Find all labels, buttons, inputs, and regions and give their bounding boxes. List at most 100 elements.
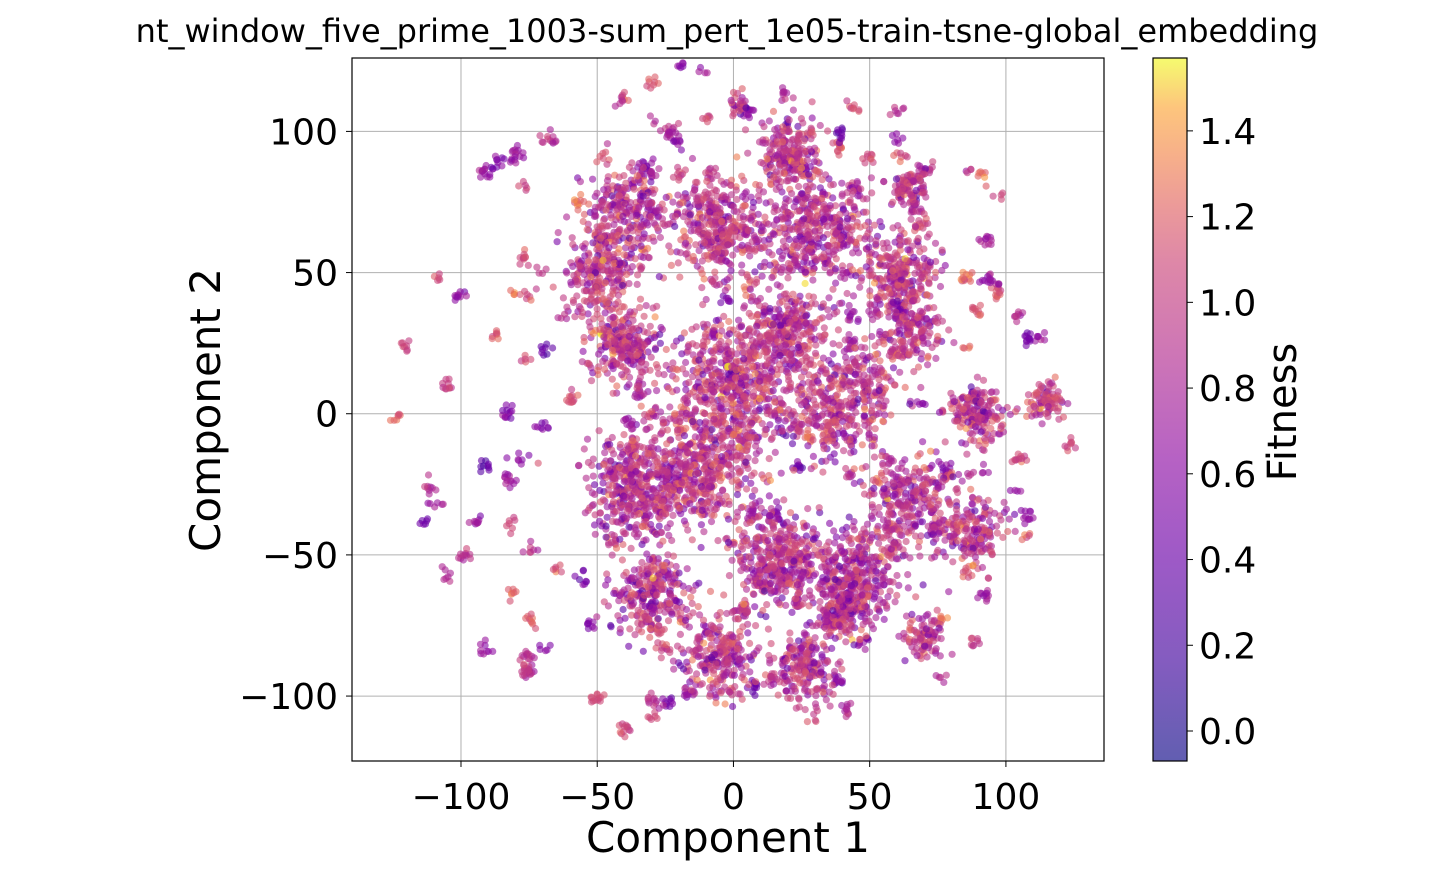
- scatter-point: [435, 274, 443, 282]
- scatter-point: [655, 273, 663, 281]
- scatter-point: [969, 468, 978, 476]
- scatter-point: [843, 97, 851, 105]
- scatter-point: [764, 395, 773, 403]
- scatter-point: [610, 450, 618, 458]
- scatter-point: [597, 315, 605, 323]
- scatter-point: [579, 566, 588, 574]
- scatter-point: [590, 624, 598, 632]
- scatter-point: [456, 288, 464, 296]
- scatter-point: [843, 289, 851, 298]
- scatter-point: [618, 450, 627, 458]
- scatter-point: [813, 256, 821, 264]
- scatter-point: [593, 158, 601, 166]
- scatter-point: [761, 213, 769, 221]
- scatter-point: [648, 408, 656, 416]
- scatter-point: [676, 249, 685, 257]
- scatter-point: [703, 118, 712, 126]
- scatter-point: [647, 178, 655, 186]
- scatter-point: [679, 193, 687, 201]
- scatter-point: [910, 253, 918, 261]
- scatter-point: [778, 399, 786, 407]
- scatter-point: [753, 437, 761, 445]
- scatter-point: [589, 501, 598, 509]
- scatter-point: [722, 193, 730, 201]
- scatter-point: [718, 217, 726, 225]
- scatter-point: [779, 89, 787, 97]
- scatter-point: [967, 383, 975, 391]
- scatter-point: [771, 126, 779, 134]
- scatter-point: [679, 199, 687, 207]
- scatter-point: [677, 146, 686, 154]
- scatter-point: [465, 518, 473, 527]
- scatter-point: [674, 259, 682, 267]
- scatter-point: [722, 257, 730, 265]
- scatter-point: [960, 344, 968, 352]
- scatter-point: [701, 394, 709, 402]
- scatter-point: [554, 314, 562, 322]
- scatter-point: [554, 229, 562, 237]
- scatter-point: [611, 237, 619, 245]
- scatter-point: [849, 105, 857, 113]
- scatter-point: [932, 268, 940, 276]
- scatter-point: [883, 239, 891, 247]
- scatter-point: [525, 451, 533, 459]
- scatter-point: [580, 445, 588, 453]
- scatter-point: [667, 261, 676, 269]
- scatter-point: [727, 176, 736, 184]
- scatter-point: [829, 248, 837, 256]
- scatter-point: [687, 227, 695, 235]
- scatter-point: [770, 173, 778, 181]
- scatter-point: [643, 329, 652, 337]
- scatter-point: [803, 718, 812, 726]
- scatter-point: [698, 284, 706, 292]
- scatter-point: [982, 182, 990, 190]
- scatter-point: [1061, 442, 1069, 450]
- scatter-point: [647, 353, 655, 361]
- scatter-point: [515, 182, 523, 190]
- scatter-point: [657, 408, 665, 416]
- scatter-point: [559, 294, 568, 302]
- scatter-point: [711, 365, 719, 373]
- scatter-point: [708, 189, 716, 197]
- scatter-point: [621, 199, 630, 208]
- scatter-point: [463, 545, 471, 553]
- scatter-point: [776, 169, 784, 177]
- scatter-point: [895, 326, 904, 334]
- scatter-point: [945, 326, 953, 334]
- scatter-point: [646, 322, 654, 330]
- scatter-point: [610, 338, 618, 346]
- scatter-point: [579, 347, 587, 355]
- scatter-point: [632, 324, 641, 333]
- scatter-point: [804, 426, 812, 434]
- scatter-point: [1026, 508, 1035, 516]
- scatter-point: [914, 234, 922, 242]
- scatter-point: [581, 509, 589, 517]
- scatter-point: [556, 561, 564, 569]
- scatter-point: [669, 198, 677, 206]
- scatter-point: [580, 338, 588, 346]
- scatter-point: [848, 266, 857, 274]
- scatter-point: [607, 267, 615, 275]
- scatter-point: [633, 172, 641, 180]
- scatter-point: [761, 139, 770, 147]
- scatter-point: [680, 432, 689, 440]
- scatter-point: [763, 155, 771, 163]
- scatter-point: [603, 177, 612, 185]
- scatter-point: [494, 335, 502, 343]
- scatter-point: [618, 91, 627, 99]
- scatter-point: [677, 64, 685, 72]
- scatter-point: [507, 530, 515, 538]
- scatter-point: [943, 614, 952, 622]
- scatter-point: [718, 327, 726, 335]
- scatter-point: [616, 225, 624, 233]
- scatter-point: [705, 229, 713, 237]
- scatter-point: [521, 181, 529, 189]
- scatter-point: [673, 386, 681, 394]
- scatter-point: [600, 295, 608, 303]
- scatter-point: [804, 193, 812, 202]
- scatter-point: [862, 263, 870, 271]
- scatter-point: [744, 149, 752, 157]
- scatter-point: [827, 181, 835, 189]
- scatter-point: [626, 206, 634, 214]
- scatter-point: [625, 380, 633, 389]
